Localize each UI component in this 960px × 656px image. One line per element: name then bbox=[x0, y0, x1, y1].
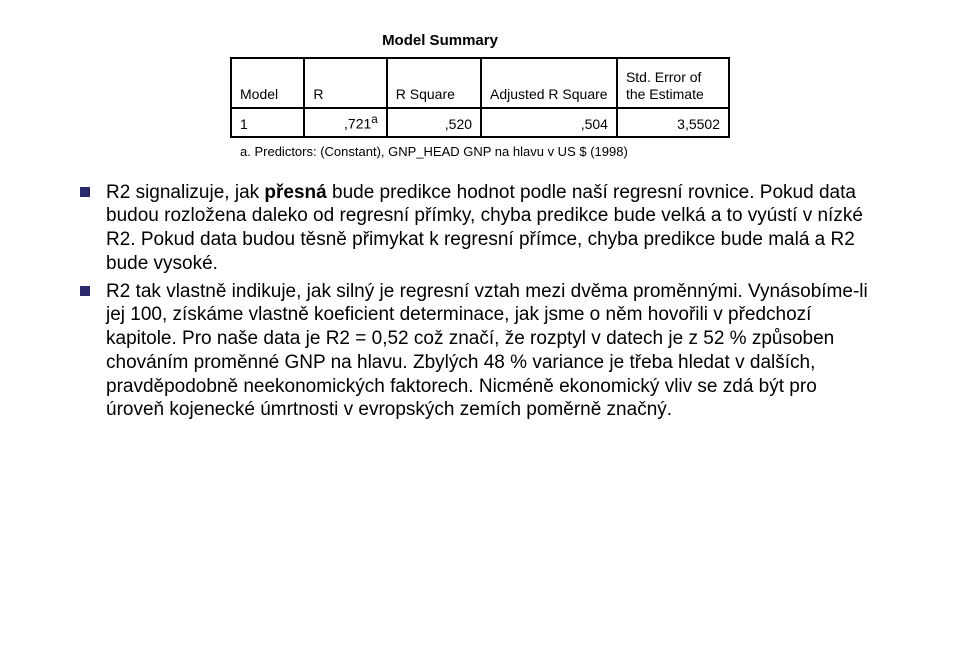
cell-rsq: ,520 bbox=[387, 108, 481, 137]
col-stderr: Std. Error of the Estimate bbox=[617, 58, 729, 108]
cell-model: 1 bbox=[231, 108, 304, 137]
table-title: Model Summary bbox=[0, 32, 890, 49]
p1-text-bold: přesná bbox=[264, 182, 326, 203]
cell-r: ,721a bbox=[304, 108, 386, 137]
cell-adjrsq: ,504 bbox=[481, 108, 617, 137]
p1-text-a: R2 signalizuje, jak bbox=[106, 182, 264, 203]
cell-stderr: 3,5502 bbox=[617, 108, 729, 137]
footnote-label: a. bbox=[240, 144, 251, 159]
list-item: R2 signalizuje, jak přesná bude predikce… bbox=[80, 181, 880, 276]
col-rsq: R Square bbox=[387, 58, 481, 108]
model-summary-table-wrap: Model R R Square Adjusted R Square Std. … bbox=[230, 57, 730, 138]
document-page: Model Summary Model R R Square Adjusted … bbox=[0, 0, 960, 446]
footnote-text: Predictors: (Constant), GNP_HEAD GNP na … bbox=[254, 144, 627, 159]
table-header-row: Model R R Square Adjusted R Square Std. … bbox=[231, 58, 729, 108]
square-bullet-icon bbox=[80, 187, 90, 197]
cell-r-sup: a bbox=[371, 113, 377, 126]
table-row: 1 ,721a ,520 ,504 3,5502 bbox=[231, 108, 729, 137]
p2-text: R2 tak vlastně indikuje, jak silný je re… bbox=[106, 281, 868, 421]
col-adjrsq: Adjusted R Square bbox=[481, 58, 617, 108]
square-bullet-icon bbox=[80, 286, 90, 296]
col-model: Model bbox=[231, 58, 304, 108]
bullet-list: R2 signalizuje, jak přesná bude predikce… bbox=[80, 181, 880, 423]
list-item: R2 tak vlastně indikuje, jak silný je re… bbox=[80, 280, 880, 423]
col-r: R bbox=[304, 58, 386, 108]
model-summary-table: Model R R Square Adjusted R Square Std. … bbox=[230, 57, 730, 138]
table-footnote: a. Predictors: (Constant), GNP_HEAD GNP … bbox=[240, 144, 890, 159]
cell-r-val: ,721 bbox=[344, 116, 371, 132]
